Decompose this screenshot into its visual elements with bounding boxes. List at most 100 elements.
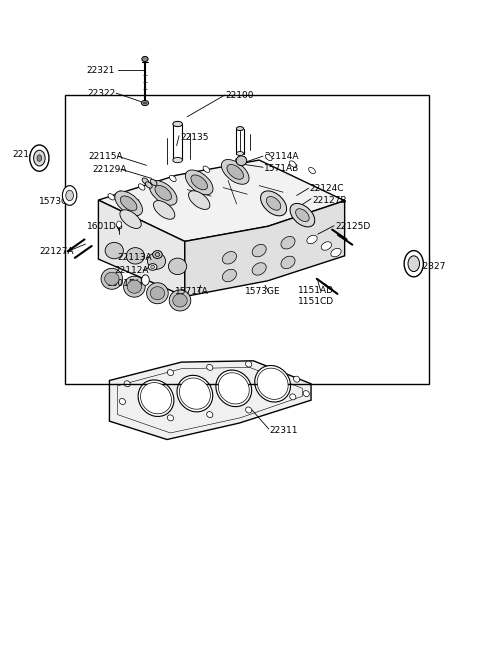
Ellipse shape xyxy=(173,121,182,127)
Ellipse shape xyxy=(150,287,165,300)
Text: 1151AD: 1151AD xyxy=(298,286,334,295)
Ellipse shape xyxy=(177,375,213,412)
Ellipse shape xyxy=(207,364,213,371)
Ellipse shape xyxy=(101,268,123,289)
Ellipse shape xyxy=(155,186,171,200)
Ellipse shape xyxy=(127,280,142,293)
Ellipse shape xyxy=(236,155,247,165)
Ellipse shape xyxy=(154,201,175,219)
Ellipse shape xyxy=(173,157,182,163)
Polygon shape xyxy=(109,361,311,440)
Circle shape xyxy=(66,190,73,201)
Bar xyxy=(65,95,429,384)
Ellipse shape xyxy=(266,197,281,210)
Text: 22311: 22311 xyxy=(270,426,298,436)
Ellipse shape xyxy=(331,249,341,256)
Ellipse shape xyxy=(169,175,176,182)
Ellipse shape xyxy=(207,411,213,418)
Ellipse shape xyxy=(142,178,149,184)
Ellipse shape xyxy=(168,369,173,376)
Ellipse shape xyxy=(153,251,162,258)
Ellipse shape xyxy=(126,248,144,264)
Text: 1601DG: 1601DG xyxy=(87,222,124,231)
Text: 22321: 22321 xyxy=(87,66,115,75)
Ellipse shape xyxy=(120,210,141,228)
Ellipse shape xyxy=(147,283,168,304)
Ellipse shape xyxy=(173,294,187,307)
Text: 1571AB: 1571AB xyxy=(264,164,299,173)
Text: 1573GE: 1573GE xyxy=(39,197,75,206)
Circle shape xyxy=(37,155,42,161)
Text: 22112A: 22112A xyxy=(114,266,149,275)
Ellipse shape xyxy=(180,378,210,409)
Ellipse shape xyxy=(246,407,252,413)
Ellipse shape xyxy=(290,203,315,227)
Ellipse shape xyxy=(255,365,290,402)
Ellipse shape xyxy=(236,152,244,155)
Ellipse shape xyxy=(261,191,287,216)
Ellipse shape xyxy=(138,184,145,190)
Ellipse shape xyxy=(145,182,152,188)
Ellipse shape xyxy=(169,290,191,311)
Ellipse shape xyxy=(281,256,295,269)
Ellipse shape xyxy=(144,102,146,104)
Ellipse shape xyxy=(294,376,300,382)
Text: 22113A: 22113A xyxy=(118,253,152,262)
Text: 22114A: 22114A xyxy=(264,152,299,161)
Text: 22322: 22322 xyxy=(87,89,115,98)
Text: 22127A: 22127A xyxy=(39,247,74,256)
Ellipse shape xyxy=(150,179,157,186)
Text: 1571TA: 1571TA xyxy=(175,287,209,297)
Text: 1151CD: 1151CD xyxy=(298,297,334,306)
Ellipse shape xyxy=(281,236,295,249)
Ellipse shape xyxy=(296,209,309,222)
Ellipse shape xyxy=(309,167,315,174)
Ellipse shape xyxy=(307,236,317,243)
Circle shape xyxy=(34,150,45,166)
Polygon shape xyxy=(98,160,345,241)
Ellipse shape xyxy=(115,191,143,216)
Ellipse shape xyxy=(155,253,160,256)
Text: 1601DH: 1601DH xyxy=(107,279,143,288)
Ellipse shape xyxy=(257,368,288,400)
Ellipse shape xyxy=(222,251,237,264)
Ellipse shape xyxy=(168,258,187,274)
Ellipse shape xyxy=(120,196,137,211)
Text: 22144: 22144 xyxy=(12,150,40,159)
Ellipse shape xyxy=(105,242,123,258)
Text: 22127B: 22127B xyxy=(312,196,347,205)
Text: 22135: 22135 xyxy=(180,133,208,142)
Ellipse shape xyxy=(147,253,166,269)
Text: 22124C: 22124C xyxy=(310,184,344,193)
Ellipse shape xyxy=(141,382,171,414)
Ellipse shape xyxy=(289,161,296,167)
Ellipse shape xyxy=(168,415,173,421)
Ellipse shape xyxy=(124,380,130,387)
Ellipse shape xyxy=(120,398,125,405)
Polygon shape xyxy=(185,201,345,297)
Ellipse shape xyxy=(222,269,237,282)
Ellipse shape xyxy=(236,158,242,165)
Circle shape xyxy=(30,145,49,171)
Ellipse shape xyxy=(236,127,244,131)
Circle shape xyxy=(404,251,423,277)
Ellipse shape xyxy=(124,276,145,297)
Ellipse shape xyxy=(142,100,149,106)
Circle shape xyxy=(408,256,420,272)
Ellipse shape xyxy=(290,394,296,400)
Ellipse shape xyxy=(321,242,332,250)
Ellipse shape xyxy=(218,373,249,404)
Ellipse shape xyxy=(246,361,252,367)
Ellipse shape xyxy=(189,191,210,209)
Polygon shape xyxy=(98,200,185,297)
Text: 22327: 22327 xyxy=(418,262,446,271)
Ellipse shape xyxy=(303,390,309,397)
Ellipse shape xyxy=(265,154,272,161)
Ellipse shape xyxy=(221,159,249,184)
Ellipse shape xyxy=(216,370,252,407)
Text: 22100: 22100 xyxy=(226,91,254,100)
Text: 22129A: 22129A xyxy=(92,165,127,174)
Ellipse shape xyxy=(142,56,148,62)
Ellipse shape xyxy=(252,244,266,257)
Circle shape xyxy=(117,221,121,228)
